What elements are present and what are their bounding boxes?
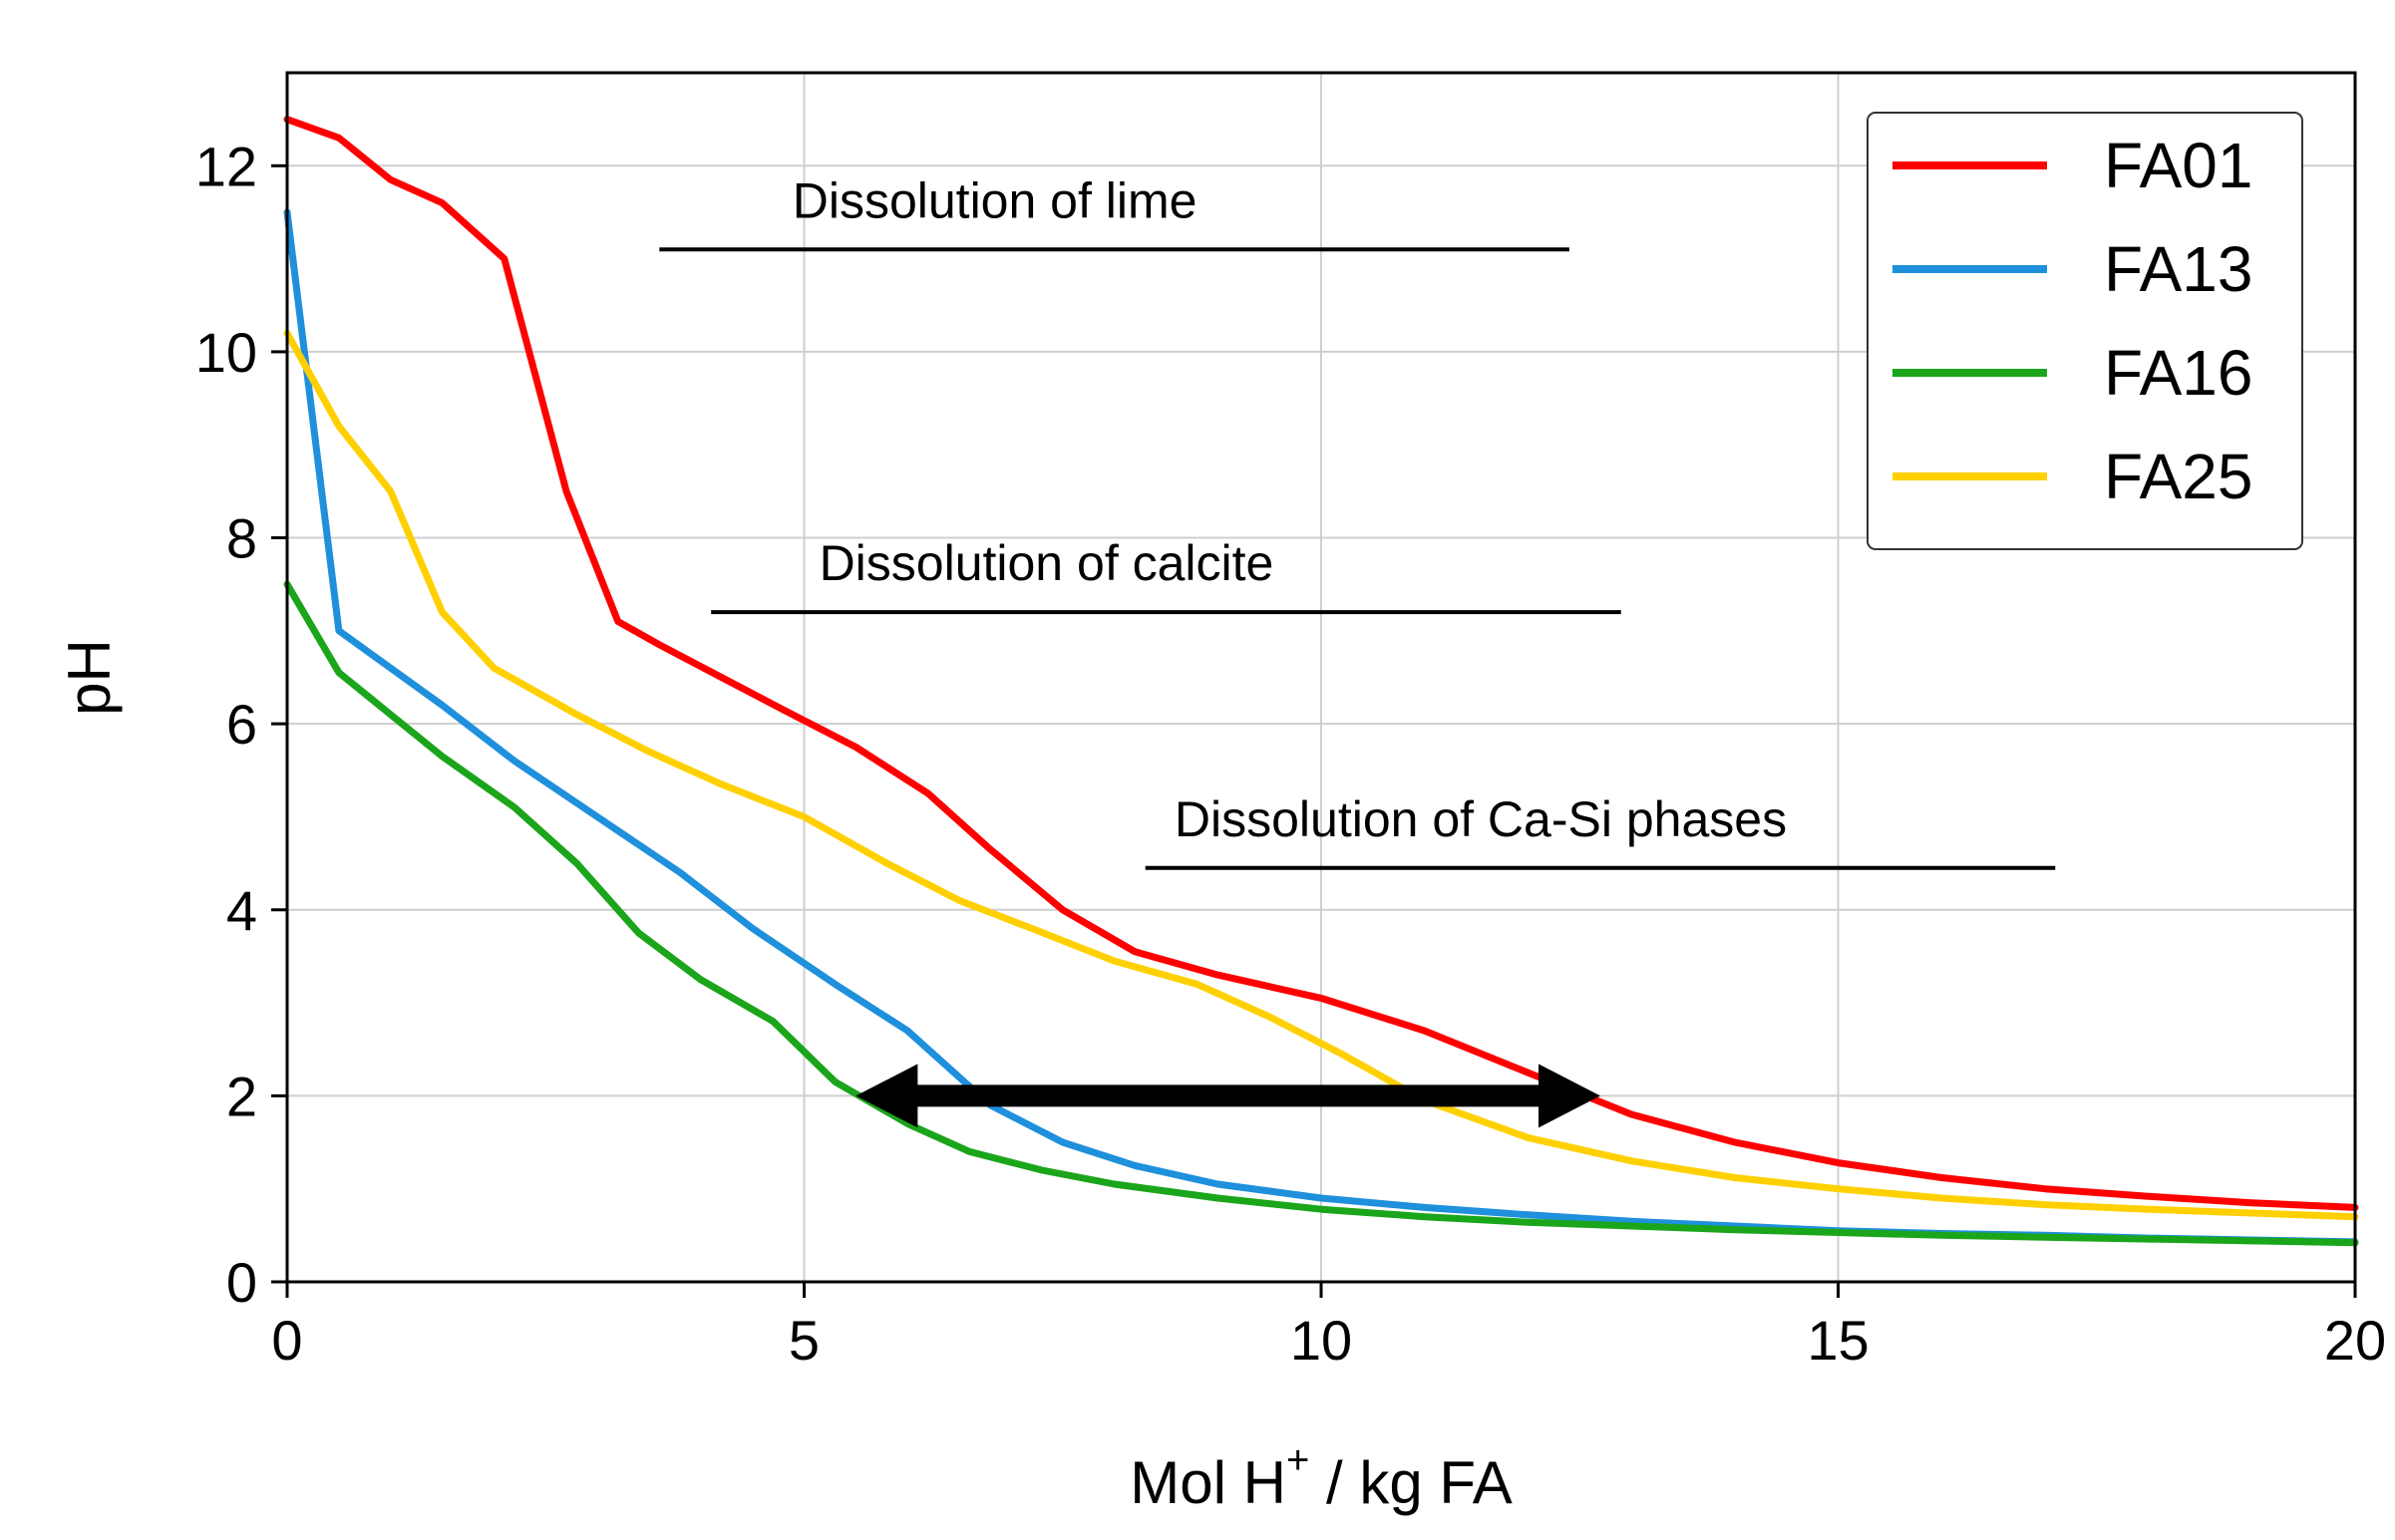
annotation-label: Dissolution of lime <box>793 172 1198 228</box>
legend-label-fa25: FA25 <box>2104 441 2252 512</box>
y-tick-label: 6 <box>226 693 257 756</box>
x-tick-label: 15 <box>1807 1309 1869 1372</box>
x-axis-label-rest: / kg FA <box>1309 1449 1512 1516</box>
legend: FA01 FA13 FA16 FA25 <box>1867 112 2303 550</box>
y-tick-label: 0 <box>226 1251 257 1314</box>
y-axis-label: pH <box>56 639 123 716</box>
double-arrow <box>855 1064 1600 1128</box>
double-arrow-head-left <box>855 1064 918 1128</box>
x-axis-label-main: Mol H <box>1130 1449 1286 1516</box>
annotations: Dissolution of lime Dissolution of calcit… <box>659 172 2056 870</box>
series-line-fa25 <box>283 329 2359 1221</box>
series-line-fa16 <box>283 580 2359 1247</box>
series-line-fa01 <box>283 116 2359 1211</box>
y-tick-label: 12 <box>195 135 257 197</box>
y-tick-label: 8 <box>226 507 257 570</box>
legend-label-fa13: FA13 <box>2104 233 2252 305</box>
x-axis-label-superscript: + <box>1286 1438 1309 1482</box>
y-tick-label: 4 <box>226 879 257 942</box>
x-tick-label: 0 <box>271 1309 302 1372</box>
series-lines <box>283 116 2359 1247</box>
legend-box <box>1867 112 2303 550</box>
x-tick-label: 20 <box>2324 1309 2386 1372</box>
legend-label-fa16: FA16 <box>2104 337 2252 409</box>
x-tick-label: 10 <box>1290 1309 1352 1372</box>
x-axis-label: Mol H+ / kg FA <box>1130 1438 1512 1516</box>
y-tick-label: 10 <box>195 321 257 384</box>
double-arrow-head-right <box>1538 1064 1600 1128</box>
y-tick-label: 2 <box>226 1065 257 1127</box>
x-tick-label: 5 <box>789 1309 820 1372</box>
axis-ticks: 0 5 10 15 20 0 2 4 6 8 10 12 <box>195 135 2386 1372</box>
annotation-label: Dissolution of Ca-Si phases <box>1175 791 1787 847</box>
annotation-label: Dissolution of calcite <box>820 535 1274 591</box>
legend-label-fa01: FA01 <box>2104 130 2252 201</box>
